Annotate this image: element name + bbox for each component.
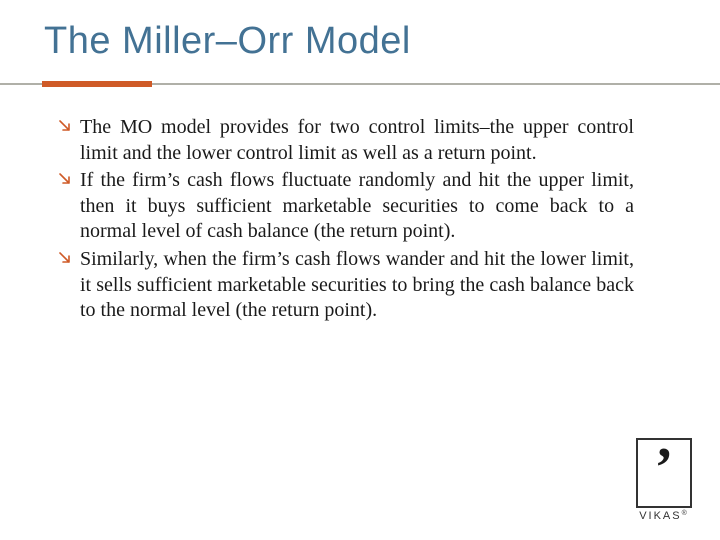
logo-mark: ’	[655, 452, 674, 486]
logo-name: VIKAS	[639, 510, 681, 522]
slide-body: The MO model provides for two control li…	[38, 115, 682, 324]
bullet-item: The MO model provides for two control li…	[80, 115, 634, 166]
bullet-arrow-icon	[58, 249, 74, 265]
slide: The Miller–Orr Model The MO model provid…	[0, 0, 720, 540]
bullet-text: The MO model provides for two control li…	[80, 116, 634, 164]
bullet-arrow-icon	[58, 117, 74, 133]
logo-frame: ’	[636, 438, 692, 508]
bullet-item: If the firm’s cash flows fluctuate rando…	[80, 168, 634, 245]
bullet-item: Similarly, when the firm’s cash flows wa…	[80, 247, 634, 324]
rule-accent	[42, 81, 152, 87]
vikas-logo: ’ VIKAS®	[636, 438, 692, 522]
logo-text: VIKAS®	[636, 510, 692, 522]
slide-title: The Miller–Orr Model	[44, 20, 682, 63]
bullet-text: If the firm’s cash flows fluctuate rando…	[80, 169, 634, 242]
bullet-text: Similarly, when the firm’s cash flows wa…	[80, 248, 634, 321]
registered-icon: ®	[682, 510, 689, 517]
bullet-arrow-icon	[58, 170, 74, 186]
title-rule	[0, 81, 720, 87]
